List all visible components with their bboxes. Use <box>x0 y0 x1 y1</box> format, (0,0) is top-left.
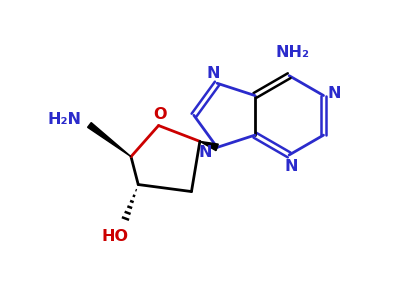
Text: O: O <box>153 107 166 122</box>
Polygon shape <box>88 123 131 157</box>
Text: N: N <box>198 145 212 160</box>
Text: N: N <box>328 86 341 101</box>
Text: N: N <box>206 66 220 81</box>
Text: H₂N: H₂N <box>48 112 82 128</box>
Text: NH₂: NH₂ <box>275 45 309 60</box>
Polygon shape <box>200 141 218 151</box>
Text: N: N <box>284 159 298 174</box>
Text: HO: HO <box>102 229 129 244</box>
